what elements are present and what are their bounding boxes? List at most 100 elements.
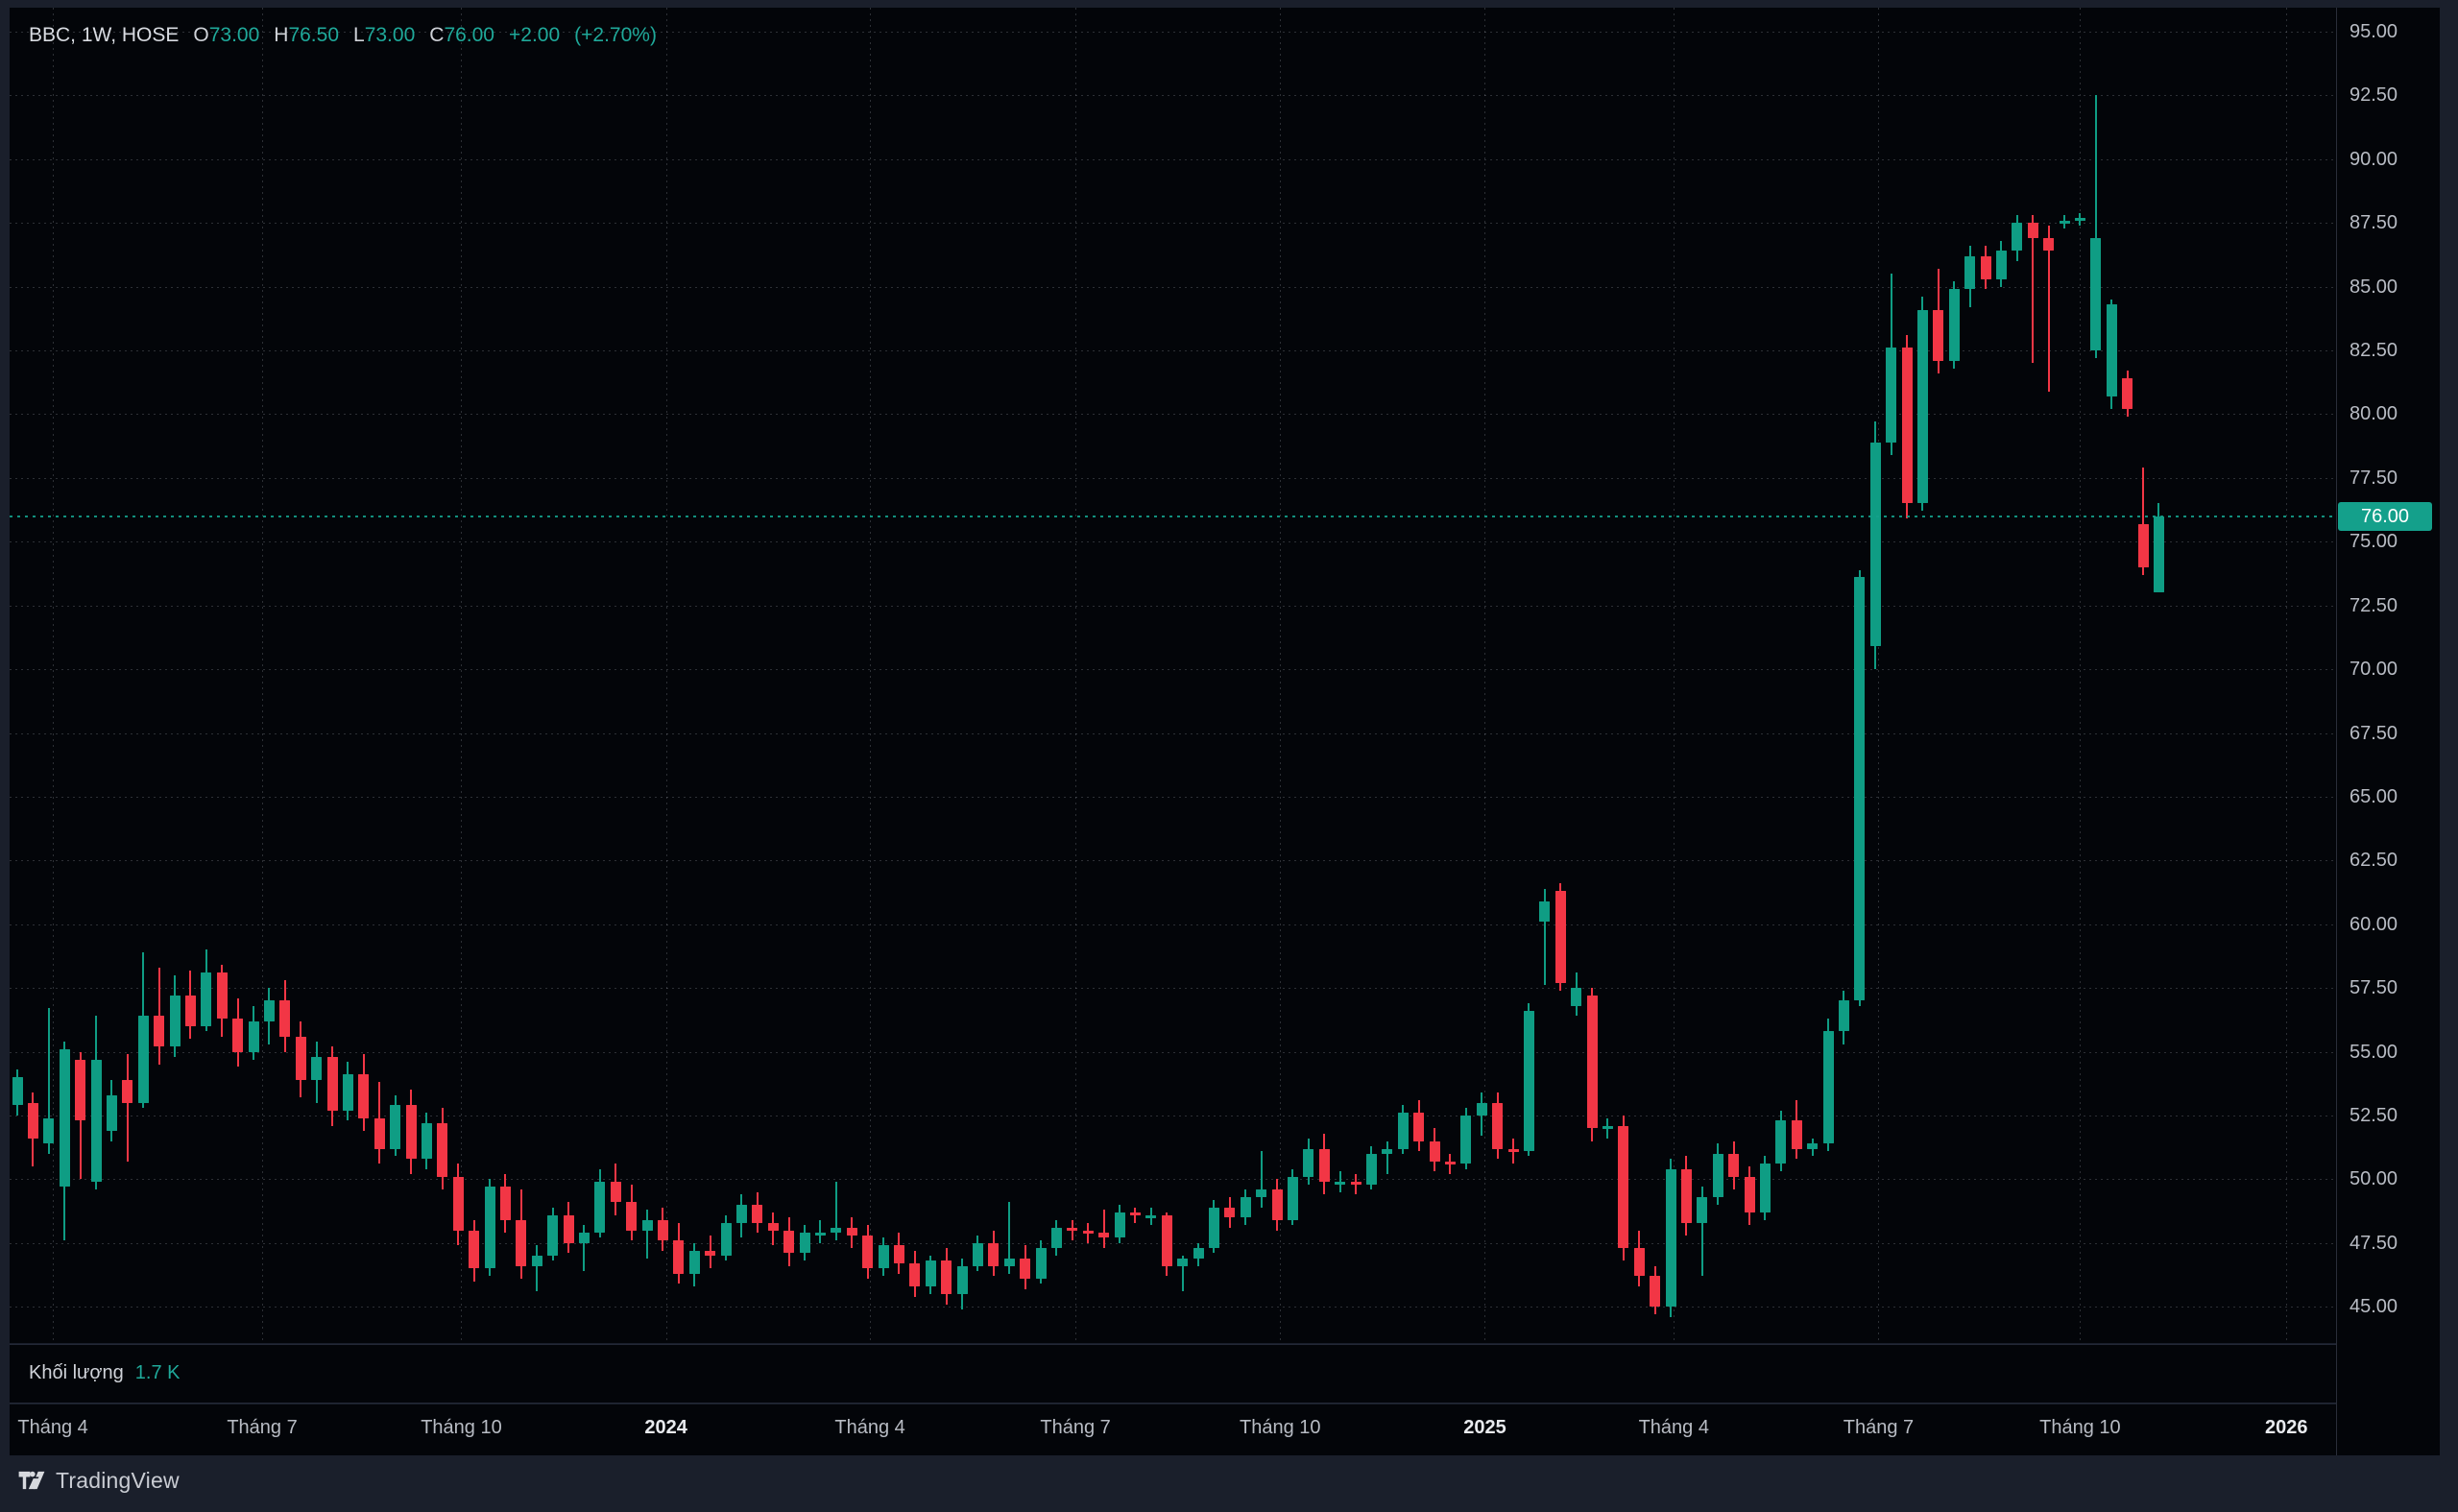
- gridline-vertical: [1280, 8, 1282, 1343]
- volume-pane[interactable]: Khối lượng 1.7 K: [10, 1344, 2336, 1404]
- candle-body-down: [893, 1245, 904, 1264]
- candle-body-up: [1303, 1148, 1314, 1177]
- candle-body-down: [1429, 1140, 1440, 1162]
- candle-body-down: [516, 1219, 527, 1266]
- candle-body-down: [279, 1000, 291, 1037]
- candle-body-up: [547, 1214, 559, 1257]
- candle-body-up: [1539, 900, 1551, 923]
- ohlc-open: O73.00: [193, 24, 260, 46]
- gridline-vertical: [665, 8, 667, 1343]
- candle-body-down: [1098, 1233, 1110, 1238]
- candle-body-up: [2153, 516, 2164, 593]
- candle-body-down: [499, 1187, 511, 1220]
- candle-wick-down: [2032, 215, 2035, 364]
- ohlc-low: L73.00: [353, 24, 416, 46]
- price-axis-label: 82.50: [2350, 340, 2398, 362]
- candle-body-down: [154, 1016, 165, 1047]
- candle-body-down: [295, 1036, 306, 1080]
- candle-body-down: [1507, 1148, 1519, 1152]
- candle-body-up: [1240, 1196, 1251, 1218]
- candle-body-down: [752, 1204, 763, 1223]
- symbol-title[interactable]: BBC, 1W, HOSE: [29, 24, 180, 46]
- candle-body-up: [1916, 309, 1928, 504]
- candle-body-up: [878, 1245, 889, 1269]
- price-axis-label: 95.00: [2350, 21, 2398, 42]
- tradingview-watermark[interactable]: TradingView: [17, 1466, 180, 1495]
- candle-body-up: [342, 1074, 353, 1111]
- candle-body-up: [169, 996, 181, 1047]
- price-axis-label: 80.00: [2350, 403, 2398, 425]
- candle-body-up: [1602, 1125, 1613, 1129]
- candle-wick-up: [583, 1225, 586, 1271]
- time-axis[interactable]: Tháng 4 Tháng 7 Tháng 10 2024 Tháng 4 Tháng 7…: [10, 1404, 2336, 1455]
- gridline-horizontal: [10, 732, 2336, 734]
- candle-body-down: [2137, 523, 2149, 567]
- candle-body-up: [2106, 304, 2117, 396]
- candle-body-up: [1208, 1207, 1219, 1249]
- candle-body-up: [1775, 1120, 1787, 1164]
- candle-body-up: [814, 1233, 826, 1236]
- gridline-horizontal: [10, 924, 2336, 925]
- candle-body-down: [1020, 1258, 1031, 1279]
- gridline-horizontal: [10, 1179, 2336, 1181]
- candle-body-down: [1224, 1207, 1236, 1218]
- candle-body-down: [2043, 238, 2055, 252]
- gridline-horizontal: [10, 541, 2336, 543]
- price-axis-label: 70.00: [2350, 659, 2398, 681]
- tradingview-logo-icon: [18, 1471, 45, 1490]
- time-axis-month-label: Tháng 7: [1040, 1417, 1111, 1438]
- candle-body-up: [1382, 1148, 1393, 1154]
- candle-body-up: [720, 1222, 732, 1257]
- candle-body-up: [735, 1204, 747, 1223]
- gridline-horizontal: [10, 796, 2336, 798]
- gridline-vertical: [2080, 8, 2082, 1343]
- candle-body-up: [972, 1242, 983, 1266]
- candle-wick-up: [1260, 1151, 1263, 1208]
- candle-body-up: [2074, 217, 2085, 221]
- gridline-horizontal: [10, 605, 2336, 607]
- time-axis-month-label: Tháng 4: [834, 1417, 905, 1438]
- candle-wick-up: [646, 1210, 648, 1259]
- current-price-badge: 76.00: [2338, 501, 2432, 531]
- gridline-horizontal: [10, 1307, 2336, 1308]
- candle-body-up: [1523, 1011, 1534, 1152]
- gridline-horizontal: [10, 860, 2336, 862]
- gridline-vertical: [1075, 8, 1077, 1343]
- time-axis-month-label: Tháng 10: [1240, 1417, 1321, 1438]
- price-axis-label: 67.50: [2350, 722, 2398, 744]
- candle-body-down: [405, 1105, 417, 1160]
- gridline-vertical: [53, 8, 55, 1343]
- candle-body-up: [1759, 1164, 1771, 1212]
- price-axis[interactable]: 76.00 95.00 92.50 90.00 87.50 85.00 82.50 80.0…: [2337, 8, 2440, 1455]
- candle-body-up: [1886, 348, 1897, 443]
- candle-body-down: [705, 1250, 716, 1257]
- watermark-text: TradingView: [56, 1467, 180, 1493]
- candle-wick-up: [47, 1008, 50, 1154]
- candle-body-up: [1050, 1227, 1062, 1249]
- candle-body-down: [469, 1230, 480, 1269]
- gridline-vertical: [1484, 8, 1486, 1343]
- price-axis-label: 72.50: [2350, 594, 2398, 616]
- candle-body-down: [610, 1182, 621, 1203]
- price-axis-label: 65.00: [2350, 785, 2398, 807]
- time-axis-month-label: Tháng 7: [227, 1417, 298, 1438]
- candle-body-up: [1822, 1031, 1834, 1144]
- candle-wick-up: [1386, 1140, 1388, 1175]
- candle-body-up: [43, 1117, 55, 1144]
- candle-body-up: [641, 1219, 653, 1231]
- gridline-horizontal: [10, 1051, 2336, 1053]
- candle-body-up: [531, 1256, 542, 1266]
- price-axis-label: 90.00: [2350, 148, 2398, 170]
- candle-body-up: [12, 1077, 23, 1106]
- candle-body-up: [1460, 1115, 1472, 1164]
- gridline-horizontal: [10, 32, 2336, 33]
- candle-body-down: [626, 1202, 638, 1231]
- candle-body-up: [1995, 251, 2007, 279]
- candle-body-up: [421, 1122, 432, 1160]
- price-pane[interactable]: BBC, 1W, HOSE O73.00 H76.50 L73.00 C76.0…: [10, 8, 2336, 1343]
- candle-body-up: [688, 1250, 700, 1274]
- candle-body-down: [216, 972, 228, 1020]
- volume-title: Khối lượng: [29, 1362, 124, 1383]
- candle-body-up: [2012, 223, 2023, 252]
